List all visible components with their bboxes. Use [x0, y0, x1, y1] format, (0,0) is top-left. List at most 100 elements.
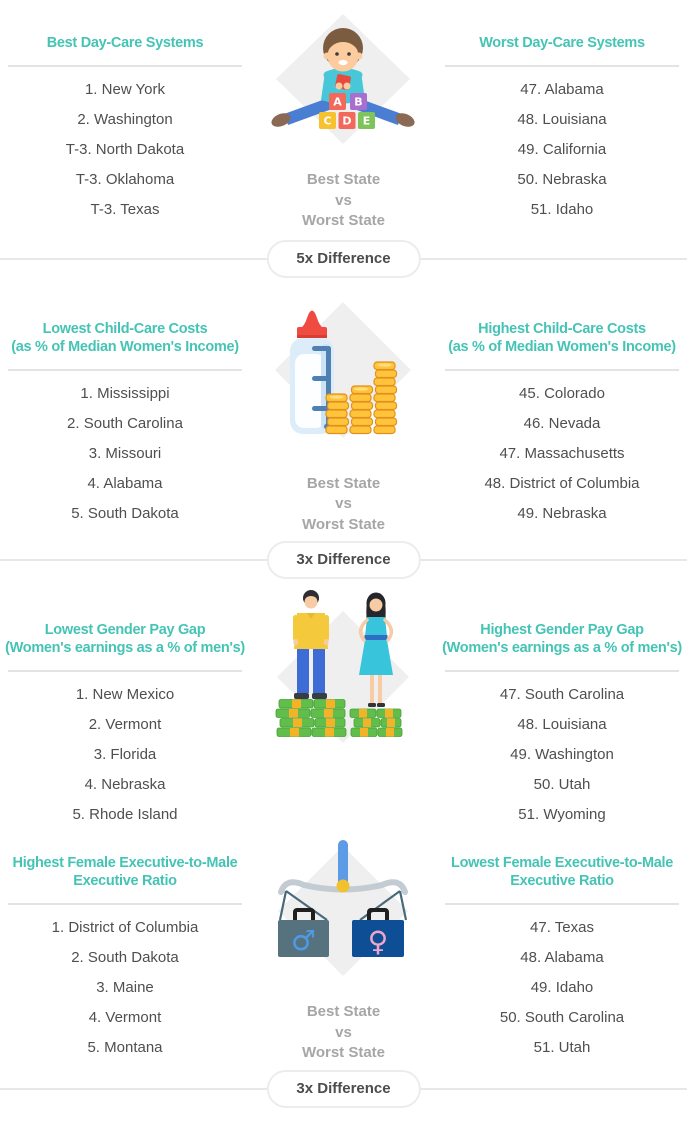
rank-list-item: 48. District of Columbia	[484, 474, 640, 492]
rank-list-item: 4. Vermont	[88, 1009, 162, 1026]
rank-list-item: 2. Vermont	[88, 716, 162, 733]
column-title: Highest Female Executive-to-Male Executi…	[12, 855, 238, 889]
rank-list-item: 2. South Dakota	[71, 949, 179, 966]
woman-figure	[358, 592, 394, 707]
column-title: Lowest Gender Pay Gap (Women's earnings …	[5, 622, 245, 656]
child-care-center-column: Best State vs Worst State	[250, 278, 437, 536]
rank-list-item: 51. Idaho	[530, 201, 594, 218]
section-separator: 3x Difference	[0, 541, 687, 579]
difference-badge: 3x Difference	[266, 541, 421, 579]
rank-list-item: 49. California	[517, 141, 607, 158]
title-underline	[445, 903, 679, 905]
title-underline	[8, 65, 242, 67]
baby-bottle-coin-stacks-icon	[275, 301, 411, 438]
rank-list-item: 51. Wyoming	[518, 806, 606, 823]
rank-list-item: 3. Missouri	[88, 444, 162, 462]
day-care-center-column: A B C D E Best State vs Worst State	[250, 0, 437, 232]
female-symbol: ♀	[368, 925, 389, 958]
rank-list-item: 5. South Dakota	[71, 504, 179, 522]
section-female-executive-ratio: Highest Female Executive-to-Male Executi…	[0, 840, 687, 1108]
vs-label: vs	[335, 495, 352, 512]
exec-ratio-center-column: ♂ ♀ Best State vs Worst State	[250, 840, 437, 1064]
rank-list: 47. South Carolina 48. Louisiana 49. Was…	[437, 680, 687, 830]
title-underline	[445, 670, 679, 672]
block-letter: B	[354, 96, 362, 109]
best-state-label: Best State	[306, 171, 381, 188]
best-vs-worst-labels: Best State vs Worst State	[250, 170, 437, 232]
rank-list-item: 4. Alabama	[87, 474, 163, 492]
baby-bottle	[290, 310, 334, 434]
rank-list-item: 5. Rhode Island	[72, 806, 178, 823]
male-symbol: ♂	[291, 924, 316, 957]
rank-list-item: 48. Alabama	[520, 949, 604, 966]
rank-list-item: T-3. Oklahoma	[75, 171, 175, 188]
day-care-best-column: Best Day-Care Systems 1. New York 2. Was…	[0, 0, 250, 232]
rank-list-item: 2. South Carolina	[67, 414, 183, 432]
column-title: Best Day-Care Systems	[46, 35, 204, 51]
title-underline	[445, 65, 679, 67]
rank-list-item: 1. Mississippi	[80, 384, 170, 402]
exec-ratio-highest-column: Highest Female Executive-to-Male Executi…	[0, 840, 250, 1064]
rank-list: 1. District of Columbia 2. South Dakota …	[0, 913, 250, 1063]
rank-list: 47. Alabama 48. Louisiana 49. California…	[437, 75, 687, 225]
rank-list-item: 47. Massachusetts	[499, 444, 625, 462]
exec-ratio-lowest-column: Lowest Female Executive-to-Male Executiv…	[437, 840, 687, 1064]
rank-list: 47. Texas 48. Alabama 49. Idaho 50. Sout…	[437, 913, 687, 1063]
section-child-care-costs: Lowest Child-Care Costs (as % of Median …	[0, 278, 687, 579]
man-woman-on-money-stacks-icon	[275, 590, 409, 743]
title-underline	[445, 368, 679, 371]
column-title: Worst Day-Care Systems	[479, 35, 645, 51]
difference-badge: 5x Difference	[266, 239, 421, 278]
coin-stacks	[325, 360, 398, 434]
pay-gap-highest-column: Highest Gender Pay Gap (Women's earnings…	[437, 579, 687, 830]
rank-list-item: 1. District of Columbia	[51, 919, 199, 936]
rank-list-item: 50. South Carolina	[499, 1009, 625, 1026]
rank-list-item: 50. Utah	[533, 776, 591, 793]
rank-list: 1. New Mexico 2. Vermont 3. Florida 4. N…	[0, 680, 250, 830]
child-with-alphabet-blocks-icon: A B C D E	[271, 14, 415, 144]
balance-scale-briefcases-icon: ♂ ♀	[278, 840, 408, 976]
rank-list-item: T-3. North Dakota	[65, 141, 185, 158]
coin-stack-medium	[349, 384, 374, 434]
block-letter: D	[342, 115, 351, 128]
rank-list-item: 50. Nebraska	[517, 171, 607, 188]
vs-label: vs	[335, 1023, 352, 1041]
best-state-label: Best State	[306, 474, 381, 492]
block-letter: E	[363, 115, 371, 128]
column-title: Highest Gender Pay Gap (Women's earnings…	[442, 622, 682, 656]
pay-gap-lowest-column: Lowest Gender Pay Gap (Women's earnings …	[0, 579, 250, 830]
title-underline	[8, 670, 242, 672]
rank-list-item: 47. Texas	[530, 919, 594, 936]
worst-state-label: Worst State	[301, 1044, 386, 1061]
title-underline	[8, 903, 242, 905]
rank-list-item: 49. Idaho	[530, 979, 594, 996]
rank-list-item: 48. Louisiana	[517, 111, 607, 128]
rank-list: 45. Colorado 46. Nevada 47. Massachusett…	[437, 379, 687, 529]
woman-money-stack	[349, 708, 403, 737]
best-state-label: Best State	[306, 1003, 381, 1020]
section-day-care: Best Day-Care Systems 1. New York 2. Was…	[0, 0, 687, 278]
column-title: Lowest Child-Care Costs (as % of Median …	[11, 320, 239, 355]
female-briefcase: ♀	[352, 908, 404, 958]
vs-label: vs	[335, 191, 352, 209]
rank-list-item: 5. Montana	[87, 1039, 163, 1056]
best-vs-worst-labels: Best State vs Worst State	[250, 474, 437, 536]
worst-state-label: Worst State	[301, 212, 386, 229]
rank-list-item: 1. New Mexico	[75, 686, 175, 703]
rank-list: 1. Mississippi 2. South Carolina 3. Miss…	[0, 379, 250, 529]
child-figure	[271, 28, 415, 127]
rank-list: 1. New York 2. Washington T-3. North Dak…	[0, 75, 250, 225]
day-care-worst-column: Worst Day-Care Systems 47. Alabama 48. L…	[437, 0, 687, 232]
child-care-lowest-column: Lowest Child-Care Costs (as % of Median …	[0, 278, 250, 536]
block-letter: A	[333, 96, 342, 109]
title-underline	[8, 368, 242, 371]
rank-list-item: 2. Washington	[77, 111, 173, 128]
coin-stack-short	[325, 392, 350, 434]
section-separator: 3x Difference	[0, 1069, 687, 1108]
rank-list-item: 3. Maine	[96, 979, 154, 996]
rank-list-item: 46. Nevada	[523, 414, 601, 432]
rank-list-item: 3. Florida	[93, 746, 157, 763]
block-letter: C	[323, 115, 331, 128]
difference-badge: 3x Difference	[266, 1069, 421, 1108]
